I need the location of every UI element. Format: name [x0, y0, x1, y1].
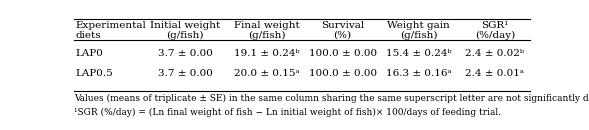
- Text: Initial weight: Initial weight: [150, 21, 220, 30]
- Text: diets: diets: [76, 31, 101, 40]
- Text: 15.4 ± 0.24ᵇ: 15.4 ± 0.24ᵇ: [386, 49, 452, 58]
- Text: Values (means of triplicate ± SE) in the same column sharing the same superscrip: Values (means of triplicate ± SE) in the…: [74, 94, 589, 103]
- Text: 20.0 ± 0.15ᵃ: 20.0 ± 0.15ᵃ: [234, 69, 299, 78]
- Text: (g/fish): (g/fish): [400, 31, 438, 40]
- Text: 2.4 ± 0.02ᵇ: 2.4 ± 0.02ᵇ: [465, 49, 524, 58]
- Text: LAP0.5: LAP0.5: [76, 69, 114, 78]
- Text: (g/fish): (g/fish): [166, 31, 204, 40]
- Text: Survival: Survival: [321, 21, 364, 30]
- Text: Weight gain: Weight gain: [388, 21, 450, 30]
- Text: Final weight: Final weight: [234, 21, 299, 30]
- Text: SGR¹: SGR¹: [481, 21, 508, 30]
- Text: 100.0 ± 0.00: 100.0 ± 0.00: [309, 69, 377, 78]
- Text: (%): (%): [333, 31, 352, 40]
- Text: ¹SGR (%/day) = (Ln final weight of fish − Ln initial weight of fish)× 100/days o: ¹SGR (%/day) = (Ln final weight of fish …: [74, 108, 501, 117]
- Text: 3.7 ± 0.00: 3.7 ± 0.00: [158, 49, 213, 58]
- Text: LAP0: LAP0: [76, 49, 104, 58]
- Text: 16.3 ± 0.16ᵃ: 16.3 ± 0.16ᵃ: [386, 69, 452, 78]
- Text: (g/fish): (g/fish): [248, 31, 285, 40]
- Text: (%/day): (%/day): [475, 31, 515, 40]
- Text: 19.1 ± 0.24ᵇ: 19.1 ± 0.24ᵇ: [234, 49, 299, 58]
- Text: 3.7 ± 0.00: 3.7 ± 0.00: [158, 69, 213, 78]
- Text: 2.4 ± 0.01ᵃ: 2.4 ± 0.01ᵃ: [465, 69, 524, 78]
- Text: 100.0 ± 0.00: 100.0 ± 0.00: [309, 49, 377, 58]
- Text: Experimental: Experimental: [76, 21, 147, 30]
